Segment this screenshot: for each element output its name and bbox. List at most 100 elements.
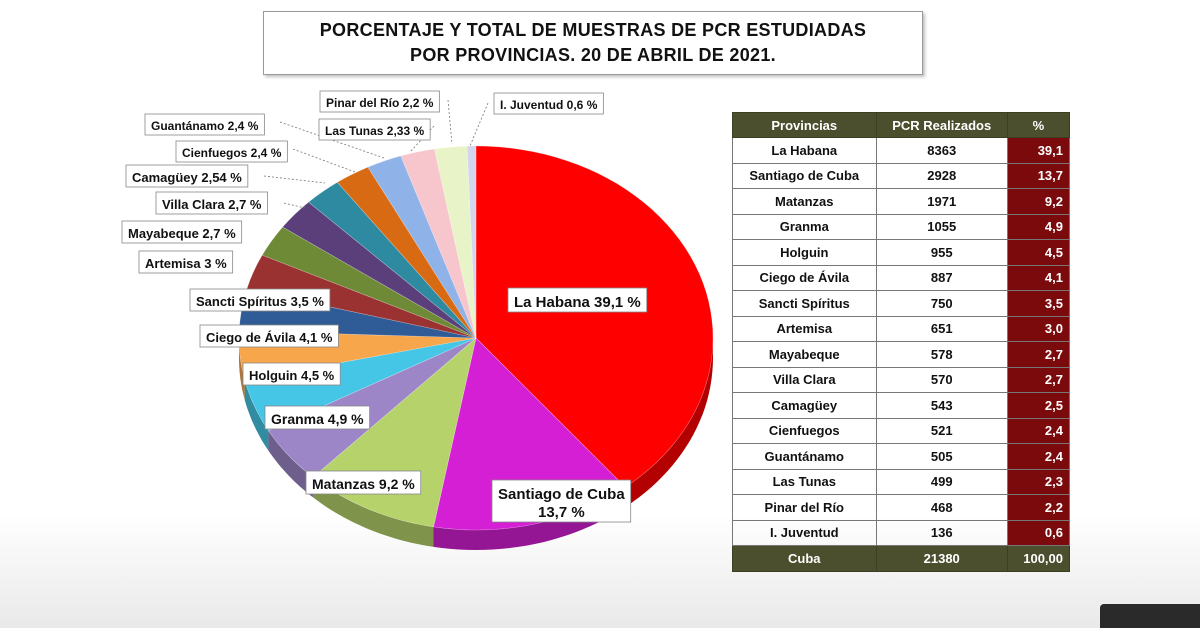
pcr-count-cell: 21380 (875, 545, 1008, 572)
percent-cell: 3,5 (1006, 290, 1071, 317)
table-row: Guantánamo 505 2,4 (732, 443, 1071, 470)
table-total-row: Cuba 21380 100,00 (732, 545, 1071, 572)
slice-label: Guantánamo 2,4 % (144, 113, 265, 136)
pie-slice-side (244, 380, 269, 451)
leader-line (447, 99, 453, 145)
province-cell: Camagüey (732, 392, 877, 419)
slice-label-box (175, 140, 288, 163)
slice-label-text: Ciego de Ávila 4,1 % (206, 330, 333, 345)
province-cell: Santiago de Cuba (732, 162, 877, 189)
pie-slice-side (312, 477, 434, 547)
video-overlay-corner (1100, 604, 1200, 628)
slice-label-box (319, 90, 440, 113)
province-cell: I. Juventud (732, 519, 877, 546)
table-row: Matanzas 1971 9,2 (732, 188, 1071, 215)
table-row: Ciego de Ávila 887 4,1 (732, 264, 1071, 291)
province-cell: Cienfuegos (732, 417, 877, 444)
slice-label-box (121, 220, 243, 244)
province-cell: Holguin (732, 239, 877, 266)
slice-label-text: Artemisa 3 % (145, 256, 227, 271)
pcr-count-cell: 887 (875, 264, 1008, 291)
slice-label-box (125, 164, 249, 188)
pie-slice (466, 145, 477, 339)
slice-label-text: 13,7 % (538, 504, 585, 521)
slice-label: I. Juventud 0,6 % (493, 92, 604, 115)
table-row: Mayabeque 578 2,7 (732, 341, 1071, 368)
pcr-count-cell: 1055 (875, 213, 1008, 240)
slice-label-box (199, 324, 339, 348)
slice-label: Cienfuegos 2,4 % (175, 140, 288, 163)
percent-cell: 2,2 (1006, 494, 1071, 521)
header-pcr-realizados: PCR Realizados (875, 112, 1008, 138)
province-cell: Las Tunas (732, 468, 877, 495)
slice-label-text: I. Juventud 0,6 % (500, 98, 598, 112)
slice-label: La Habana 39,1 % (507, 287, 648, 313)
leader-line (283, 202, 306, 209)
slice-label: Artemisa 3 % (138, 250, 234, 274)
pcr-count-cell: 570 (875, 366, 1008, 393)
slice-label-box (155, 191, 268, 215)
slice-label-text: La Habana 39,1 % (514, 294, 641, 311)
table-row: La Habana 8363 39,1 (732, 137, 1071, 164)
slice-label: Camagüey 2,54 % (125, 164, 249, 188)
percent-cell: 0,6 (1006, 519, 1071, 546)
province-cell: Artemisa (732, 315, 877, 342)
province-cell: Matanzas (732, 188, 877, 215)
slice-label-box (138, 250, 234, 274)
percent-cell: 4,5 (1006, 239, 1071, 266)
table-row: Granma 1055 4,9 (732, 213, 1071, 240)
title-line-2: POR PROVINCIAS. 20 DE ABRIL DE 2021. (410, 45, 776, 65)
province-cell: Sancti Spíritus (732, 290, 877, 317)
percent-cell: 39,1 (1006, 137, 1071, 164)
table-row: Holguin 955 4,5 (732, 239, 1071, 266)
table-row: Sancti Spíritus 750 3,5 (732, 290, 1071, 317)
slice-label: Granma 4,9 % (264, 405, 371, 430)
pcr-count-cell: 2928 (875, 162, 1008, 189)
pcr-count-cell: 499 (875, 468, 1008, 495)
slice-label-text: Holguin 4,5 % (249, 368, 335, 383)
slice-label-text: Sancti Spíritus 3,5 % (196, 294, 324, 309)
pcr-count-cell: 543 (875, 392, 1008, 419)
slice-label-box (491, 479, 632, 523)
slice-label: Mayabeque 2,7 % (121, 220, 243, 244)
slice-label-text: Cienfuegos 2,4 % (182, 146, 282, 160)
slice-label-text: Santiago de Cuba (498, 486, 625, 503)
pcr-count-cell: 1971 (875, 188, 1008, 215)
province-cell: Pinar del Río (732, 494, 877, 521)
slice-label: Sancti Spíritus 3,5 % (189, 288, 331, 312)
percent-cell: 2,7 (1006, 366, 1071, 393)
table-row: I. Juventud 136 0,6 (732, 519, 1071, 546)
pcr-count-cell: 750 (875, 290, 1008, 317)
pcr-count-cell: 136 (875, 519, 1008, 546)
pie-slice-side (433, 487, 626, 550)
percent-cell: 2,4 (1006, 417, 1071, 444)
pcr-count-cell: 505 (875, 443, 1008, 470)
slice-label-box (189, 288, 331, 312)
pcr-count-cell: 651 (875, 315, 1008, 342)
slice-label-text: Guantánamo 2,4 % (151, 119, 259, 133)
header-provincias: Provincias (732, 112, 877, 138)
pie-slice-side (625, 338, 713, 508)
province-cell: Villa Clara (732, 366, 877, 393)
slice-label-text: Pinar del Río 2,2 % (326, 96, 434, 110)
chart-title: PORCENTAJE Y TOTAL DE MUESTRAS DE PCR ES… (263, 11, 923, 75)
pie-slice (475, 145, 714, 488)
leader-line (469, 102, 489, 147)
percent-cell: 2,4 (1006, 443, 1071, 470)
province-cell: Granma (732, 213, 877, 240)
slice-label-text: Las Tunas 2,33 % (325, 124, 424, 138)
leader-line (292, 148, 356, 173)
slice-label-box (493, 92, 604, 115)
percent-cell: 4,1 (1006, 264, 1071, 291)
slice-label-box (144, 113, 265, 136)
percent-cell: 4,9 (1006, 213, 1071, 240)
percent-cell: 2,5 (1006, 392, 1071, 419)
slice-label: Matanzas 9,2 % (305, 470, 422, 495)
slice-label-box (264, 405, 371, 430)
slice-label-text: Camagüey 2,54 % (132, 170, 242, 185)
province-cell: Mayabeque (732, 341, 877, 368)
percent-cell: 2,3 (1006, 468, 1071, 495)
pcr-count-cell: 468 (875, 494, 1008, 521)
